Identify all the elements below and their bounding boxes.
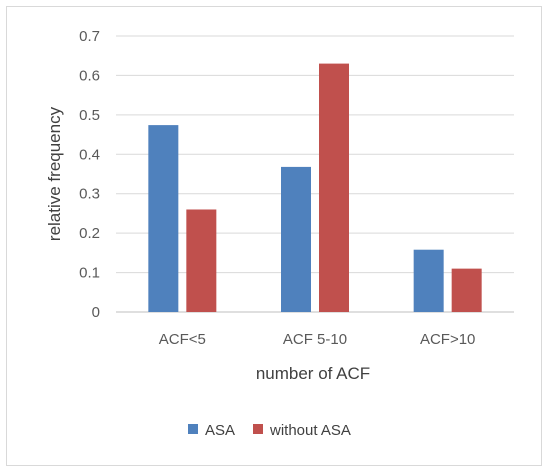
legend-swatch [253,424,263,434]
y-axis-title: relative frequency [45,106,64,241]
legend-label: ASA [205,422,235,439]
legend-swatch [188,424,198,434]
bar [281,166,311,312]
x-axis-title: number of ACF [256,364,370,383]
x-axis-ticks: ACF<5 ACF 5-10 ACF>10 [159,331,476,348]
y-axis-ticks: 0 0.1 0.2 0.3 0.4 0.5 0.6 0.7 [79,28,100,321]
legend: ASA without ASA [188,422,351,439]
bar [413,249,444,312]
y-tick-label: 0 [92,304,100,321]
gridlines [116,35,514,313]
y-tick-label: 0.3 [79,186,100,203]
y-tick-label: 0.1 [79,265,100,282]
x-tick-label: ACF 5-10 [283,331,347,348]
y-tick-label: 0.4 [79,146,100,163]
y-tick-label: 0.6 [79,67,100,84]
chart-frame [6,6,542,466]
x-tick-label: ACF<5 [159,331,206,348]
y-tick-label: 0.5 [79,107,100,124]
bar [451,268,482,312]
y-tick-label: 0.2 [79,225,100,242]
bar [186,209,217,312]
x-tick-label: ACF>10 [420,331,475,348]
bar [148,125,179,312]
legend-label: without ASA [269,422,351,439]
bars [148,63,482,312]
bar [319,63,349,312]
y-tick-label: 0.7 [79,28,100,45]
